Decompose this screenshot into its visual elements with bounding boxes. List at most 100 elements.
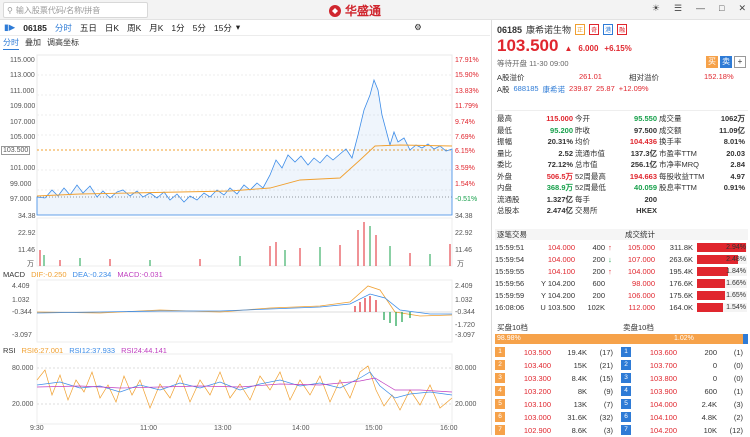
badge-icon: 港 xyxy=(603,24,614,35)
title-bar xyxy=(0,0,750,20)
time-tick: 13:00 xyxy=(214,425,232,432)
buy-level[interactable]: 7 102.900 8.6K (3) xyxy=(495,424,621,437)
buy-price: 103.200 xyxy=(523,387,551,396)
volume-bars xyxy=(39,222,451,266)
close-icon[interactable]: ✕ xyxy=(738,3,746,13)
buy-level[interactable]: 5 103.100 13K (7) xyxy=(495,398,621,411)
tab-5day[interactable]: 五日 xyxy=(79,22,97,33)
sell-orders: (3) xyxy=(733,400,743,409)
sell-level[interactable]: 7 104.200 10K (12) xyxy=(621,424,748,437)
badge-icon: 正 xyxy=(575,24,586,35)
buy-level[interactable]: 1 103.500 19.4K (17) xyxy=(495,346,621,359)
search-box[interactable]: ⚲ 输入股票代码/名称/拼音 xyxy=(3,2,148,18)
price-tick: 99.000 xyxy=(10,181,32,188)
sell-button[interactable]: 卖 xyxy=(720,56,732,68)
maximize-icon[interactable]: □ xyxy=(719,3,725,13)
stat-label: 成交量 xyxy=(659,114,682,123)
a-share-row[interactable]: A股 688185 康希诺 239.87 25.87 +12.09% xyxy=(497,84,742,95)
stat-value: 368.9万 xyxy=(546,183,573,192)
sell-level[interactable]: 3 103.800 0 (0) xyxy=(621,372,748,385)
stat-value: 40.059 xyxy=(634,183,657,192)
stats-row: 振幅 20.31% 均价 104.436 换手率 8.01% xyxy=(495,136,748,148)
sell-volume: 2.4K xyxy=(701,400,717,409)
a-share-pct: +12.09% xyxy=(618,84,649,93)
a-share-name[interactable]: 康希诺 xyxy=(542,85,566,94)
rsi-header: RSI RSI6:27.001 RSI12:37.933 RSI24:44.14… xyxy=(3,346,167,355)
sell-level-index: 5 xyxy=(621,399,631,409)
sell-price: 103.600 xyxy=(649,348,677,357)
subtab-overlay[interactable]: 叠加 xyxy=(25,38,41,47)
macd-tick: 2.409 xyxy=(455,283,473,290)
rsi24-line xyxy=(36,377,453,393)
sell-level[interactable]: 6 104.100 4.8K (2) xyxy=(621,411,748,424)
tab-5min[interactable]: 5分 xyxy=(192,22,206,33)
macd-header: MACD DIF:-0.250 DEA:-0.234 MACD:-0.031 xyxy=(3,270,163,279)
trade-time: 15:59:51 xyxy=(495,243,525,252)
sell-volume: 600 xyxy=(704,387,717,396)
menu-icon[interactable]: ☰ xyxy=(673,3,683,13)
tab-minute[interactable]: 分时 xyxy=(54,22,72,33)
chevron-down-icon[interactable]: ▾ xyxy=(235,22,241,32)
rsi-tick: 20.000 xyxy=(12,401,34,408)
sell-level[interactable]: 5 104.000 2.4K (3) xyxy=(621,398,748,411)
broker-bar: 1.54% xyxy=(697,303,747,312)
sell-level-index: 1 xyxy=(621,347,631,357)
dea-value: DEA:-0.234 xyxy=(72,270,112,279)
trade-row: 15:59:55 104.100 200 ↑ 104.000 195.4K 1.84% xyxy=(495,266,748,278)
trade-volume: 200 xyxy=(592,255,605,264)
stat-label: 52周最高 xyxy=(575,171,606,181)
price-line xyxy=(36,78,453,216)
buy-level[interactable]: 2 103.400 15K (21) xyxy=(495,359,621,372)
buy-level[interactable]: 6 103.000 31.6K (32) xyxy=(495,411,621,424)
sidebar-toggle-icon[interactable]: ▮▶ xyxy=(4,22,16,32)
macd-tick: 4.409 xyxy=(12,283,30,290)
market-status: 等待开盘 11-30 09:00 xyxy=(497,59,569,68)
brokers-title[interactable]: 成交统计 xyxy=(625,230,655,239)
pct-tick: 17.91% xyxy=(455,57,479,64)
buy-volume: 15K xyxy=(573,361,587,370)
sell-level[interactable]: 1 103.600 200 (1) xyxy=(621,346,748,359)
tab-15min[interactable]: 15分 xyxy=(213,22,232,33)
buy-level[interactable]: 4 103.200 8K (9) xyxy=(495,385,621,398)
skin-icon[interactable]: ☀ xyxy=(651,3,660,13)
tab-daily[interactable]: 日K xyxy=(104,22,120,33)
settings-icon[interactable]: ⚙ xyxy=(414,22,422,32)
buy-price: 102.900 xyxy=(523,426,551,435)
orderbook-ratio-bar: 98.98% xyxy=(495,334,748,344)
broker-bar: 1.65% xyxy=(697,291,747,300)
trade-time: 15:59:59 xyxy=(495,291,525,300)
sell-price: 103.800 xyxy=(649,374,677,383)
subtab-minute[interactable]: 分时 xyxy=(3,37,19,50)
stat-label xyxy=(657,194,705,206)
stat-label: 内盘 xyxy=(497,183,512,192)
stat-value: 1.327亿 xyxy=(546,194,573,204)
trades-title[interactable]: 逐笔交易 xyxy=(497,230,527,239)
broker-bar-fill xyxy=(697,267,728,276)
last-price: 103.500 xyxy=(497,36,559,55)
sell-level[interactable]: 4 103.900 600 (1) xyxy=(621,385,748,398)
chart-svg[interactable] xyxy=(0,50,490,435)
broker-bar: 2.94% xyxy=(697,243,747,252)
tab-1min[interactable]: 1分 xyxy=(171,22,185,33)
add-watchlist-button[interactable]: + xyxy=(734,56,746,68)
subtab-axis[interactable]: 调高坐标 xyxy=(47,38,79,47)
tab-weekly[interactable]: 周K xyxy=(127,22,142,33)
broker-bar-fill xyxy=(697,291,725,300)
buy-level[interactable]: 3 103.300 8.4K (15) xyxy=(495,372,621,385)
minimize-icon[interactable]: — xyxy=(696,3,706,13)
buy-button[interactable]: 买 xyxy=(706,56,718,68)
search-input[interactable]: 输入股票代码/名称/拼音 xyxy=(15,5,101,15)
pct-tick: 13.83% xyxy=(455,88,479,95)
broker-volume: 176.6K xyxy=(669,279,693,288)
broker-pct: 1.54% xyxy=(726,304,746,311)
rsi6-line xyxy=(36,365,453,411)
sell-price: 104.000 xyxy=(649,400,677,409)
macd-dea-line xyxy=(36,293,452,315)
pct-tick: 6.15% xyxy=(455,148,475,155)
broker-bar-fill xyxy=(697,303,723,312)
sell-level[interactable]: 2 103.700 0 (0) xyxy=(621,359,748,372)
tab-monthly[interactable]: 月K xyxy=(149,22,164,33)
sell-level-index: 2 xyxy=(621,360,631,370)
time-tick: 9:30 xyxy=(30,425,44,432)
a-share-code[interactable]: 688185 xyxy=(513,84,539,93)
